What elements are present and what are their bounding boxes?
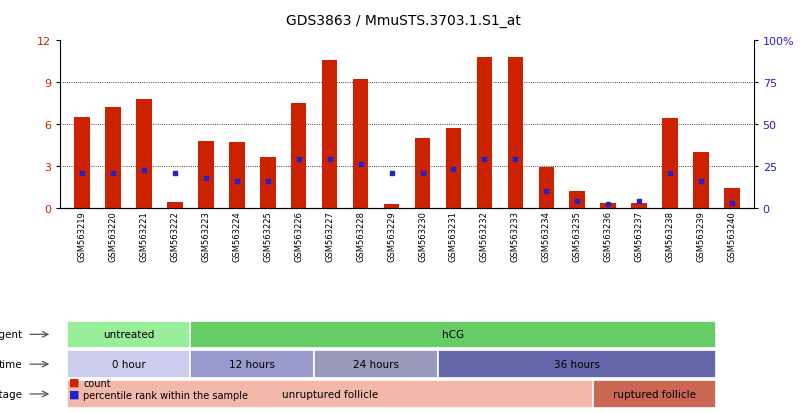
Text: agent: agent bbox=[0, 330, 23, 339]
Text: hCG: hCG bbox=[442, 330, 464, 339]
Text: count: count bbox=[83, 378, 110, 388]
Bar bbox=[538, 168, 554, 208]
Bar bbox=[384, 205, 399, 208]
Bar bbox=[322, 61, 338, 208]
Bar bbox=[67, 380, 592, 408]
Text: untreated: untreated bbox=[103, 330, 154, 339]
Text: GDS3863 / MmuSTS.3703.1.S1_at: GDS3863 / MmuSTS.3703.1.S1_at bbox=[285, 14, 521, 28]
Bar bbox=[353, 80, 368, 208]
Bar bbox=[600, 204, 616, 208]
Text: time: time bbox=[0, 359, 23, 369]
Bar bbox=[592, 380, 717, 408]
Text: ruptured follicle: ruptured follicle bbox=[613, 389, 696, 399]
Bar bbox=[167, 203, 183, 208]
Text: 24 hours: 24 hours bbox=[353, 359, 399, 369]
Bar bbox=[314, 351, 438, 378]
Bar bbox=[106, 108, 121, 208]
Bar bbox=[190, 351, 314, 378]
Text: percentile rank within the sample: percentile rank within the sample bbox=[83, 390, 248, 400]
Bar bbox=[67, 351, 190, 378]
Bar bbox=[190, 321, 717, 348]
Bar bbox=[260, 158, 276, 208]
Bar bbox=[725, 189, 740, 208]
Bar bbox=[663, 119, 678, 208]
Text: ■: ■ bbox=[69, 389, 79, 399]
Text: unruptured follicle: unruptured follicle bbox=[281, 389, 378, 399]
Text: development stage: development stage bbox=[0, 389, 23, 399]
Text: ■: ■ bbox=[69, 377, 79, 387]
Text: 36 hours: 36 hours bbox=[555, 359, 600, 369]
Bar bbox=[476, 58, 492, 208]
Bar bbox=[693, 152, 708, 208]
Bar bbox=[570, 192, 585, 208]
Bar bbox=[438, 351, 717, 378]
Bar bbox=[67, 321, 190, 348]
Bar bbox=[74, 118, 89, 208]
Bar bbox=[446, 129, 461, 208]
Bar bbox=[631, 203, 647, 208]
Bar bbox=[508, 58, 523, 208]
Bar bbox=[291, 104, 306, 208]
Bar bbox=[198, 141, 214, 208]
Bar bbox=[229, 143, 244, 208]
Text: 0 hour: 0 hour bbox=[112, 359, 145, 369]
Bar bbox=[415, 139, 430, 208]
Text: 12 hours: 12 hours bbox=[229, 359, 276, 369]
Bar bbox=[136, 100, 152, 208]
